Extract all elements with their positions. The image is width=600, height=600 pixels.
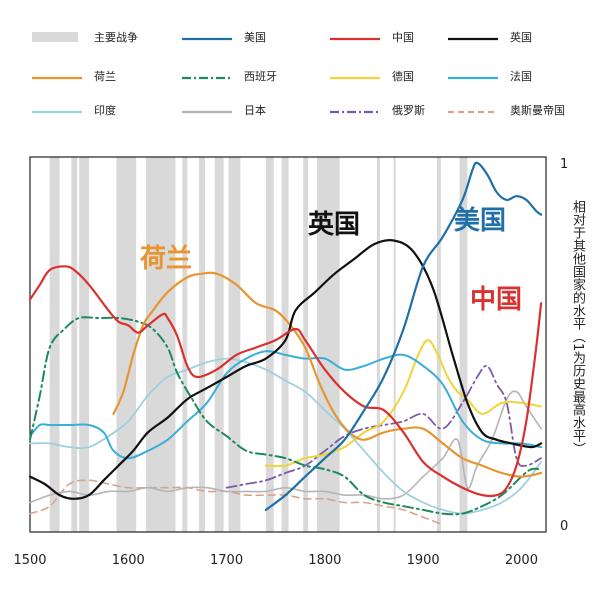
legend-label: 日本 xyxy=(244,104,266,117)
legend-swatch xyxy=(330,37,380,41)
legend-label: 印度 xyxy=(94,104,116,117)
war-band xyxy=(199,157,205,532)
legend-swatch xyxy=(330,76,380,80)
legend-item: 主要战争 xyxy=(32,28,138,46)
war-band xyxy=(393,157,396,532)
legend-item: 英国 xyxy=(448,28,532,46)
legend-item: 印度 xyxy=(32,101,116,119)
plot-frame xyxy=(29,156,547,533)
x-tick-label: 1800 xyxy=(308,553,341,568)
y-tick-label: 1 xyxy=(560,157,568,172)
y-tick-label: 0 xyxy=(560,519,568,534)
war-band xyxy=(116,157,137,532)
y-axis-label: 相对于其他国家的水平（1为历史最高水平） xyxy=(570,200,585,456)
series-line xyxy=(29,316,543,516)
war-band xyxy=(265,157,274,532)
war-band xyxy=(79,157,89,532)
series-annotation: 中国 xyxy=(470,285,522,315)
legend-label: 俄罗斯 xyxy=(392,104,425,117)
series-line xyxy=(264,161,543,511)
war-band xyxy=(436,157,441,532)
legend-item: 德国 xyxy=(330,67,414,85)
legend-label: 主要战争 xyxy=(94,31,138,44)
legend-swatch xyxy=(32,110,82,114)
legend-label: 西班牙 xyxy=(244,70,277,83)
series-line xyxy=(112,271,543,478)
war-band xyxy=(71,157,78,532)
war-band xyxy=(316,157,340,532)
war-band xyxy=(459,157,468,532)
y-axis-ticks: 01 xyxy=(560,157,568,534)
legend-label: 美国 xyxy=(244,31,266,44)
legend-label: 法国 xyxy=(510,70,532,83)
war-bands xyxy=(49,157,468,532)
legend-item: 荷兰 xyxy=(32,67,116,85)
legend-swatch xyxy=(182,110,232,114)
series-line xyxy=(28,265,543,498)
legend-swatch xyxy=(448,110,498,114)
series-line xyxy=(29,479,444,526)
series-line xyxy=(225,364,542,489)
war-band xyxy=(182,157,188,532)
legend-swatch xyxy=(448,76,498,80)
legend-swatch xyxy=(182,37,232,41)
legend-swatch xyxy=(182,76,232,80)
legend-swatch xyxy=(32,32,78,42)
series-annotation: 荷兰 xyxy=(140,244,192,274)
legend-label: 德国 xyxy=(392,70,414,83)
legend-label: 荷兰 xyxy=(94,70,116,83)
series-line xyxy=(29,357,542,515)
legend-item: 西班牙 xyxy=(182,67,277,85)
legend-item: 俄罗斯 xyxy=(330,101,425,119)
war-band xyxy=(214,157,224,532)
war-band xyxy=(376,157,380,532)
war-band xyxy=(49,157,60,532)
legend-swatch xyxy=(330,110,380,114)
war-band xyxy=(303,157,309,532)
war-band xyxy=(145,157,176,532)
x-tick-label: 1700 xyxy=(210,553,243,568)
x-tick-label: 1500 xyxy=(13,553,46,568)
legend-label: 中国 xyxy=(392,31,414,44)
series-lines xyxy=(28,161,543,526)
legend-label: 英国 xyxy=(510,31,532,44)
series-line xyxy=(29,350,543,460)
war-band xyxy=(228,157,241,532)
legend-item: 日本 xyxy=(182,101,266,119)
x-tick-label: 1600 xyxy=(112,553,145,568)
series-line xyxy=(28,239,543,500)
x-tick-label: 1900 xyxy=(407,553,440,568)
legend-swatch xyxy=(32,76,82,80)
series-annotation: 美国 xyxy=(454,205,506,236)
x-tick-label: 2000 xyxy=(505,553,538,568)
x-axis-ticks: 1500 1600 1700 1800 1900 2000 xyxy=(13,553,538,568)
chart-legend: 主要战争 美国 中国 英国荷兰 西班牙 德国 法国印度 日本 俄罗斯 奥斯曼帝国 xyxy=(0,0,600,135)
legend-item: 奥斯曼帝国 xyxy=(448,101,565,119)
legend-label: 奥斯曼帝国 xyxy=(510,104,565,117)
legend-item: 中国 xyxy=(330,28,414,46)
war-band xyxy=(281,157,289,532)
legend-item: 法国 xyxy=(448,67,532,85)
series-line xyxy=(264,339,543,468)
series-annotation: 英国 xyxy=(308,210,360,240)
legend-swatch xyxy=(448,37,498,41)
legend-item: 美国 xyxy=(182,28,266,46)
